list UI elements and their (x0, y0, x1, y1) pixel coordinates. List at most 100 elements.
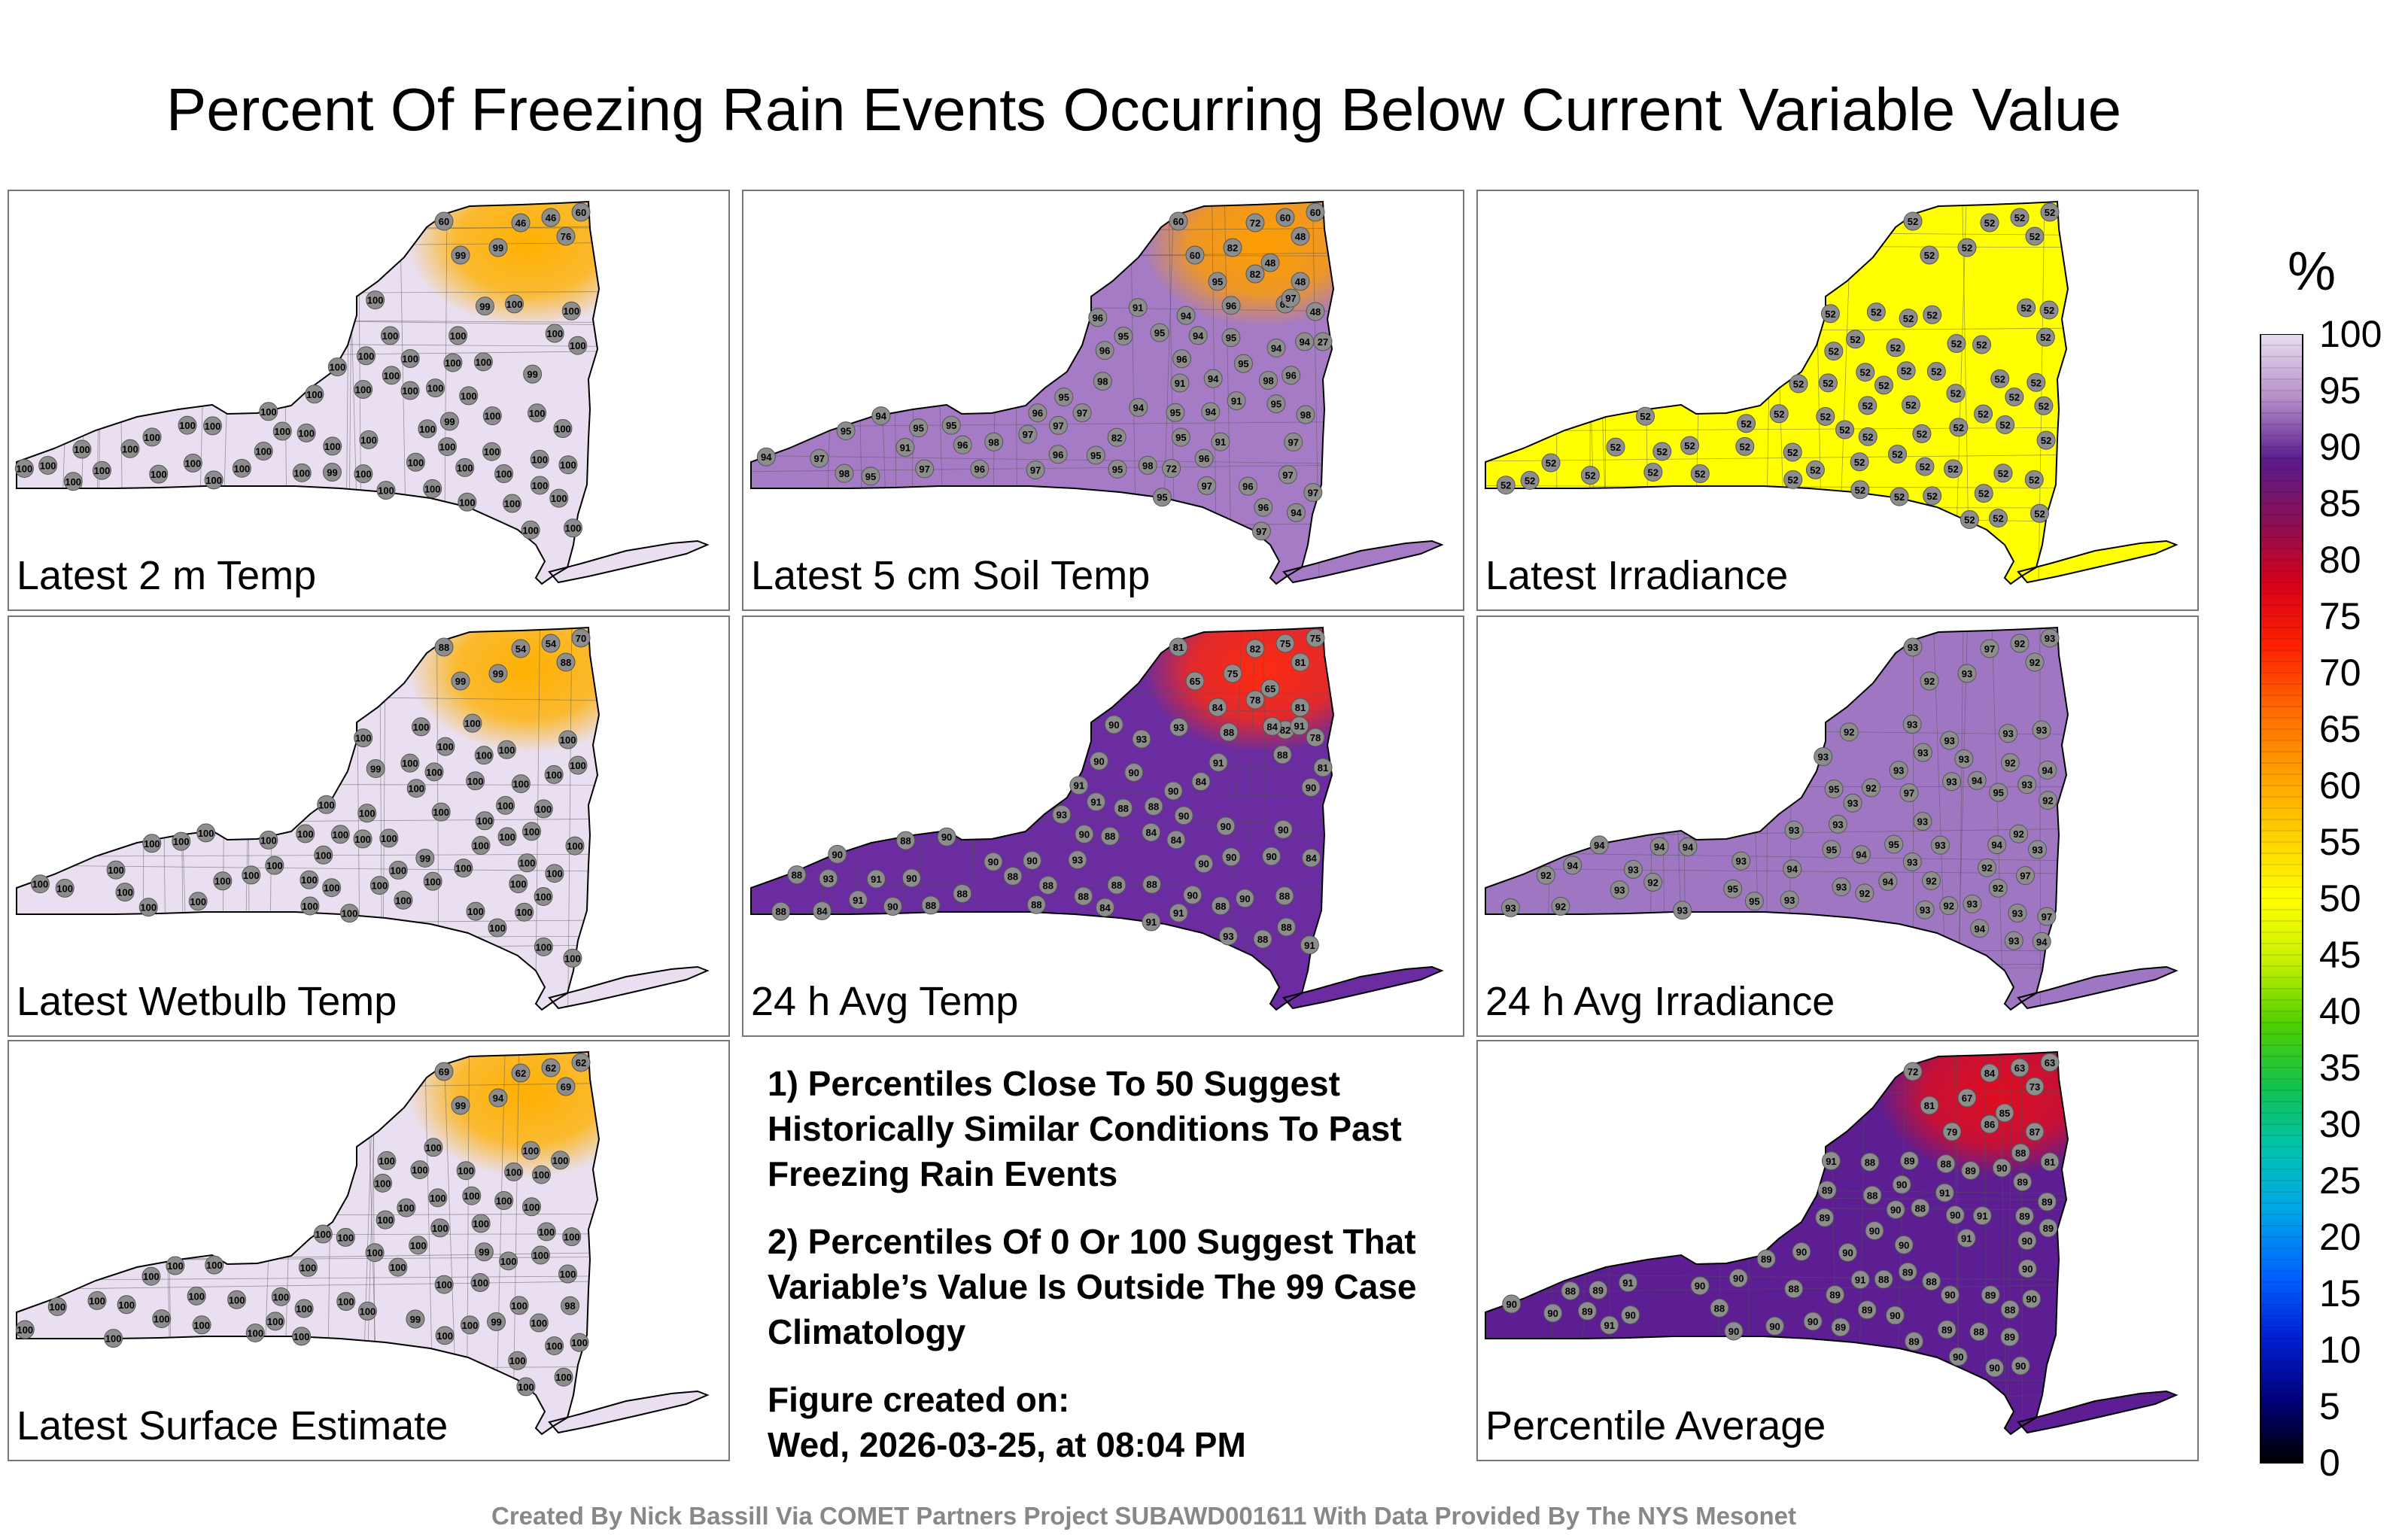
panel-label: Percentile Average (1485, 1403, 1826, 1448)
svg-text:100: 100 (533, 1250, 549, 1261)
station-marker: 95 (1171, 427, 1190, 447)
svg-text:92: 92 (2013, 828, 2023, 840)
station-marker: 93 (2017, 775, 2037, 795)
station-marker: 99 (523, 364, 543, 384)
colorbar-tick-label: 45 (2319, 934, 2361, 976)
svg-text:100: 100 (546, 1341, 563, 1352)
station-marker: 94 (1295, 332, 1315, 351)
station-marker: 89 (1831, 1318, 1850, 1337)
station-marker: 90 (1543, 1303, 1563, 1323)
svg-text:98: 98 (988, 436, 999, 448)
map-panel-percentile-average: 72 84 63 63 73 67 81 85 79 86 87 81 89 90 88 90 89 90 90 88… (1476, 1040, 2199, 1461)
colorbar-tick-label: 30 (2319, 1103, 2361, 1145)
station-marker: 48 (1306, 302, 1325, 321)
station-marker: 52 (1896, 361, 1916, 381)
svg-text:100: 100 (450, 330, 467, 342)
station-marker: 99 (451, 245, 470, 265)
station-marker: 100 (365, 1243, 385, 1263)
station-marker: 97 (1303, 482, 1323, 502)
station-marker: 88 (1107, 875, 1126, 895)
station-marker: 99 (366, 758, 385, 778)
svg-text:92: 92 (1944, 901, 1954, 912)
svg-text:90: 90 (1899, 1239, 1909, 1251)
svg-text:88: 88 (1279, 891, 1290, 902)
station-marker: 52 (1805, 460, 1825, 479)
station-marker: 96 (1254, 497, 1273, 517)
svg-text:90: 90 (1996, 1163, 2007, 1174)
station-marker: 90 (1221, 847, 1241, 867)
station-marker: 90 (1985, 1358, 2005, 1378)
svg-text:100: 100 (359, 808, 375, 819)
credit-line: Created By Nick Bassill Via COMET Partne… (491, 1502, 1796, 1530)
svg-text:90: 90 (1890, 1310, 1900, 1321)
svg-text:52: 52 (1901, 366, 1911, 377)
station-marker: 95 (836, 421, 856, 441)
station-marker: 100 (357, 346, 376, 366)
svg-text:100: 100 (408, 783, 424, 795)
station-marker: 65 (1185, 671, 1205, 691)
svg-text:52: 52 (1684, 440, 1695, 451)
station-marker: 52 (1886, 338, 1905, 357)
svg-text:99: 99 (491, 1316, 501, 1327)
svg-text:62: 62 (576, 1057, 586, 1068)
svg-text:97: 97 (1984, 643, 1995, 655)
svg-text:91: 91 (1961, 1233, 1972, 1245)
svg-text:84: 84 (1266, 721, 1278, 732)
svg-text:100: 100 (439, 442, 456, 453)
svg-text:93: 93 (2002, 728, 2013, 740)
colorbar-tick-label: 70 (2319, 652, 2361, 694)
svg-text:90: 90 (1168, 786, 1178, 797)
colorbar-tick-label: 20 (2319, 1216, 2361, 1258)
svg-text:90: 90 (1506, 1299, 1516, 1310)
station-marker: 90 (1023, 851, 1042, 871)
svg-text:100: 100 (413, 722, 430, 733)
station-marker: 100 (509, 874, 528, 893)
station-marker: 100 (192, 1315, 211, 1335)
svg-text:91: 91 (1175, 378, 1185, 389)
svg-text:91: 91 (1213, 757, 1224, 768)
station-marker: 52 (1606, 437, 1625, 457)
svg-text:93: 93 (1173, 722, 1184, 733)
station-marker: 99 (475, 296, 494, 316)
svg-text:93: 93 (2045, 633, 2055, 644)
svg-text:62: 62 (515, 1068, 526, 1079)
svg-text:48: 48 (1295, 231, 1306, 242)
station-marker: 100 (466, 901, 485, 921)
svg-text:94: 94 (876, 411, 887, 422)
svg-text:93: 93 (1917, 816, 1928, 827)
station-marker: 88 (953, 884, 972, 904)
svg-text:91: 91 (1231, 396, 1242, 407)
svg-text:90: 90 (1226, 852, 1236, 863)
svg-text:92: 92 (1993, 883, 2003, 894)
svg-text:93: 93 (1907, 719, 1917, 731)
station-marker: 54 (511, 639, 531, 658)
svg-text:100: 100 (560, 734, 576, 746)
station-marker: 52 (2040, 202, 2060, 222)
station-marker: 90 (1183, 885, 1202, 904)
station-marker: 97 (1980, 639, 1999, 658)
station-marker: 94 (2038, 760, 2057, 780)
svg-text:100: 100 (354, 834, 371, 845)
station-marker: 93 (2032, 720, 2051, 740)
map-panel-latest-5cm-soil-temp: 6072606048826048958248486027949694979795… (742, 190, 1464, 611)
station-marker: 97 (1018, 424, 1038, 444)
station-marker: 97 (1048, 415, 1068, 435)
station-marker: 93 (1784, 820, 1804, 840)
svg-text:100: 100 (570, 340, 586, 351)
station-marker: 100 (183, 453, 202, 473)
station-marker: 100 (196, 823, 216, 843)
station-marker: 52 (1816, 406, 1835, 426)
svg-text:94: 94 (1883, 876, 1894, 887)
station-marker: 100 (377, 1150, 397, 1170)
station-marker: 100 (327, 357, 347, 377)
long-island-outline (548, 1390, 710, 1434)
station-marker: 52 (1946, 384, 1966, 403)
station-marker: 100 (142, 427, 162, 447)
svg-text:89: 89 (1835, 1322, 1846, 1333)
station-marker: 90 (1273, 819, 1293, 839)
svg-text:90: 90 (1306, 782, 1316, 793)
station-marker: 84 (812, 901, 832, 920)
svg-text:100: 100 (358, 351, 375, 362)
station-marker: 52 (1520, 470, 1540, 490)
station-marker: 100 (563, 518, 582, 538)
